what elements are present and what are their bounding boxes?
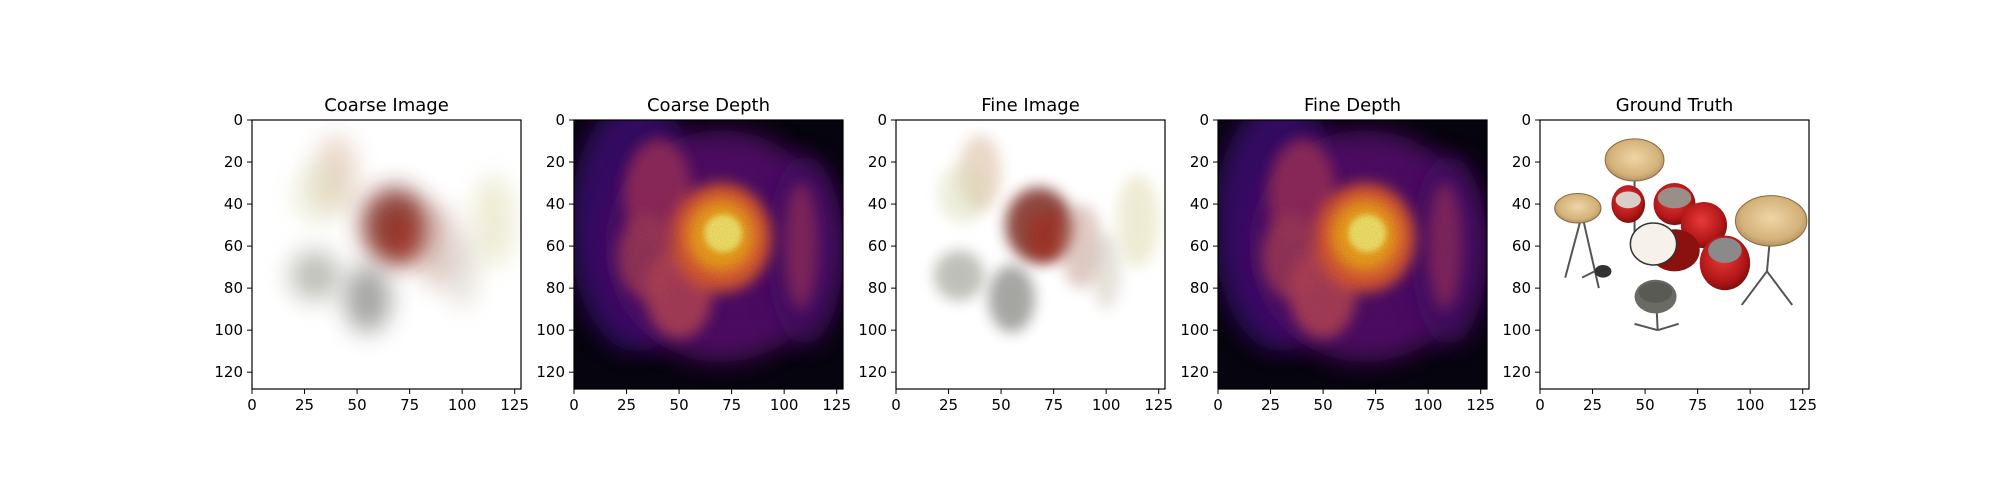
- x-tick-label: 0: [891, 396, 901, 414]
- x-tick-label: 75: [722, 396, 741, 414]
- y-tick-label: 0: [233, 111, 243, 129]
- x-tick-label: 75: [1688, 396, 1707, 414]
- x-tick-label: 50: [670, 396, 689, 414]
- y-tick-label: 100: [536, 321, 565, 339]
- panel-image: [896, 120, 1165, 389]
- x-tick-label: 75: [1044, 396, 1063, 414]
- y-tick-label: 0: [555, 111, 565, 129]
- panel-title: Coarse Image: [324, 95, 449, 116]
- y-tick-label: 120: [1502, 363, 1531, 381]
- x-tick-label: 125: [1144, 396, 1173, 414]
- x-tick-label: 100: [1092, 396, 1121, 414]
- y-tick-label: 120: [214, 363, 243, 381]
- x-tick-label: 50: [348, 396, 367, 414]
- y-tick-label: 60: [868, 237, 887, 255]
- x-tick-label: 0: [1535, 396, 1545, 414]
- x-tick-label: 100: [448, 396, 477, 414]
- x-tick-label: 125: [822, 396, 851, 414]
- x-tick-label: 125: [1466, 396, 1495, 414]
- panel-1: Coarse Image 0 25 50 75 100 125 0 20 40 60 80 100 120: [214, 95, 529, 414]
- panel-2: Coarse Depth 0 25 50 75 100 125 0 20 40 60 80 100 120: [536, 95, 851, 414]
- panel-title: Coarse Depth: [647, 95, 770, 116]
- y-tick-label: 0: [877, 111, 887, 129]
- panel-image: [1540, 120, 1809, 389]
- x-tick-label: 25: [1583, 396, 1602, 414]
- y-tick-label: 80: [1190, 279, 1209, 297]
- x-tick-label: 75: [400, 396, 419, 414]
- y-tick-label: 20: [868, 153, 887, 171]
- y-tick-label: 80: [546, 279, 565, 297]
- y-tick-label: 60: [546, 237, 565, 255]
- x-tick-label: 0: [569, 396, 579, 414]
- x-tick-label: 25: [617, 396, 636, 414]
- x-tick-label: 25: [1261, 396, 1280, 414]
- y-tick-label: 40: [1512, 195, 1531, 213]
- x-tick-label: 25: [295, 396, 314, 414]
- y-tick-label: 60: [224, 237, 243, 255]
- y-tick-label: 100: [214, 321, 243, 339]
- y-tick-label: 100: [1502, 321, 1531, 339]
- x-tick-label: 125: [500, 396, 529, 414]
- y-tick-label: 100: [1180, 321, 1209, 339]
- y-tick-label: 40: [224, 195, 243, 213]
- y-tick-label: 40: [1190, 195, 1209, 213]
- y-tick-label: 80: [224, 279, 243, 297]
- panel-frame: [1217, 119, 1488, 390]
- panel-title: Fine Image: [981, 95, 1080, 116]
- panel-frame: [895, 119, 1166, 390]
- y-tick-label: 120: [1180, 363, 1209, 381]
- panel-frame: [1539, 119, 1810, 390]
- y-tick-label: 20: [1190, 153, 1209, 171]
- y-tick-label: 100: [858, 321, 887, 339]
- y-tick-label: 60: [1512, 237, 1531, 255]
- x-tick-label: 75: [1366, 396, 1385, 414]
- y-tick-label: 80: [868, 279, 887, 297]
- y-tick-label: 40: [868, 195, 887, 213]
- panel-image: [1218, 120, 1487, 389]
- panel-title: Fine Depth: [1304, 95, 1401, 116]
- y-tick-label: 120: [858, 363, 887, 381]
- panel-frame: [251, 119, 522, 390]
- y-tick-label: 20: [1512, 153, 1531, 171]
- panel-frame: [573, 119, 844, 390]
- x-tick-label: 0: [1213, 396, 1223, 414]
- y-tick-label: 0: [1199, 111, 1209, 129]
- x-tick-label: 100: [1414, 396, 1443, 414]
- panel-image: [574, 120, 843, 389]
- x-tick-label: 100: [1736, 396, 1765, 414]
- y-tick-label: 60: [1190, 237, 1209, 255]
- x-tick-label: 50: [992, 396, 1011, 414]
- x-tick-label: 125: [1788, 396, 1817, 414]
- x-tick-label: 0: [247, 396, 257, 414]
- panel-4: Fine Depth 0 25 50 75 100 125 0 20 40 60 80 100 120: [1180, 95, 1495, 414]
- x-tick-label: 100: [770, 396, 799, 414]
- panel-3: Fine Image 0 25 50 75 100 125 0 20 40 60 80 100 120: [858, 95, 1173, 414]
- y-tick-label: 20: [224, 153, 243, 171]
- panel-title: Ground Truth: [1616, 95, 1734, 116]
- x-tick-label: 50: [1636, 396, 1655, 414]
- y-tick-label: 0: [1521, 111, 1531, 129]
- y-tick-label: 20: [546, 153, 565, 171]
- y-tick-label: 40: [546, 195, 565, 213]
- x-tick-label: 25: [939, 396, 958, 414]
- y-tick-label: 80: [1512, 279, 1531, 297]
- panel-image: [252, 120, 521, 389]
- panel-5: Ground Truth 0 25 50 75 100 125 0 20 40 60 80 100 120: [1502, 95, 1817, 414]
- y-tick-label: 120: [536, 363, 565, 381]
- x-tick-label: 50: [1314, 396, 1333, 414]
